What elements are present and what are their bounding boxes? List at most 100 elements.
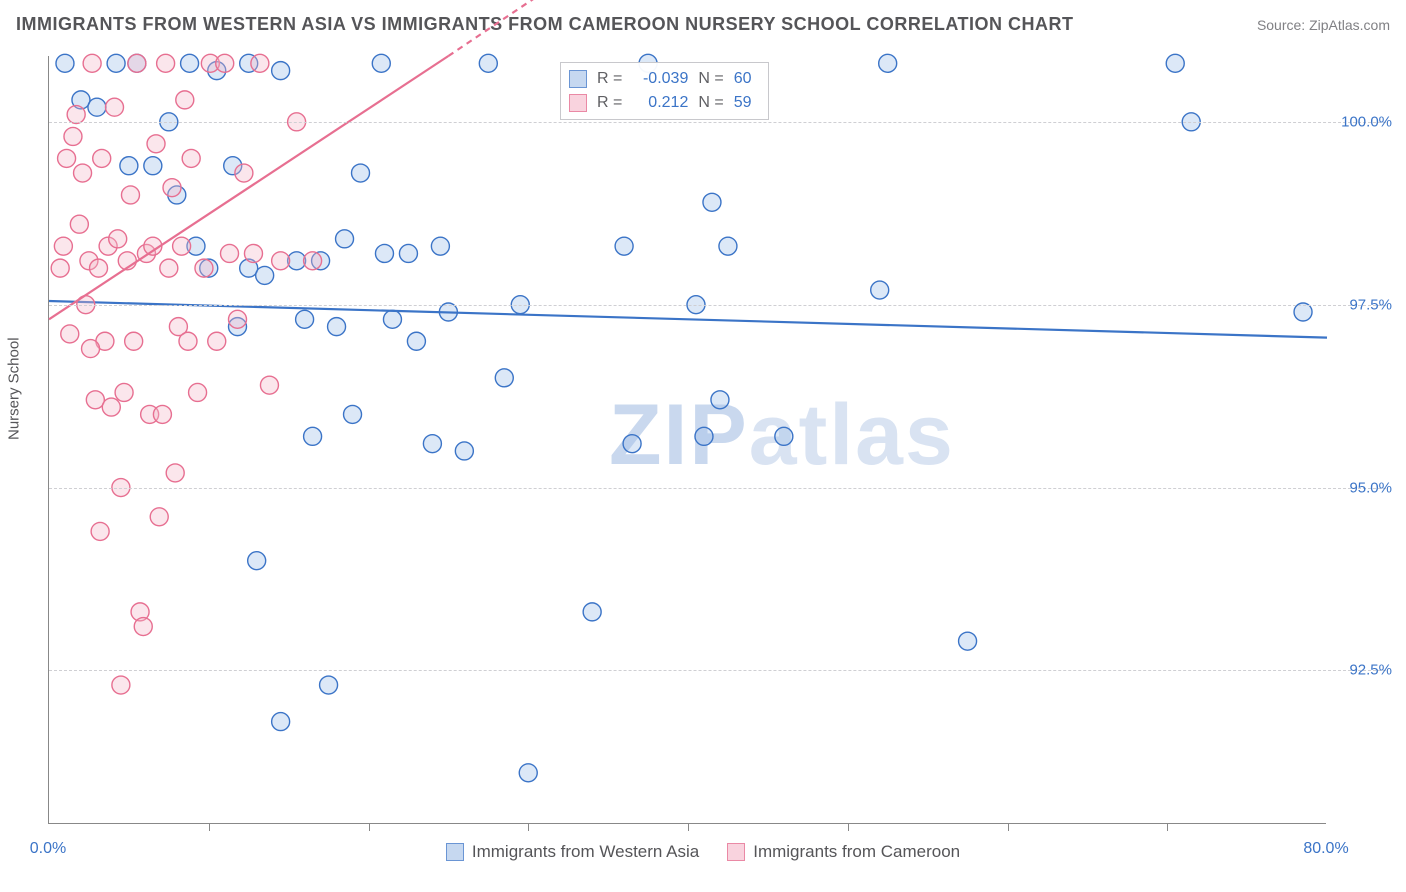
gridline-h	[49, 488, 1386, 489]
chart-title: IMMIGRANTS FROM WESTERN ASIA VS IMMIGRAN…	[16, 14, 1074, 35]
legend-bottom: Immigrants from Western Asia Immigrants f…	[0, 842, 1406, 862]
data-point	[93, 149, 111, 167]
data-point	[320, 676, 338, 694]
x-tick	[688, 823, 689, 831]
gridline-h	[49, 122, 1386, 123]
data-point	[181, 54, 199, 72]
data-point	[82, 340, 100, 358]
data-point	[74, 164, 92, 182]
data-point	[519, 764, 537, 782]
data-point	[91, 522, 109, 540]
data-point	[109, 230, 127, 248]
legend-label: Immigrants from Western Asia	[472, 842, 699, 862]
data-point	[58, 149, 76, 167]
data-point	[431, 237, 449, 255]
stats-swatch	[569, 94, 587, 112]
data-point	[51, 259, 69, 277]
data-point	[775, 427, 793, 445]
data-point	[125, 332, 143, 350]
data-point	[208, 332, 226, 350]
data-point	[54, 237, 72, 255]
data-point	[83, 54, 101, 72]
stats-swatch	[569, 70, 587, 88]
y-tick-label: 100.0%	[1332, 113, 1392, 130]
data-point	[235, 164, 253, 182]
stats-r-label: R =	[597, 67, 622, 91]
data-point	[195, 259, 213, 277]
data-point	[221, 244, 239, 262]
data-point	[399, 244, 417, 262]
trend-line	[49, 56, 448, 319]
data-point	[695, 427, 713, 445]
data-point	[251, 54, 269, 72]
x-tick	[1167, 823, 1168, 831]
data-point	[455, 442, 473, 460]
y-tick-label: 95.0%	[1332, 479, 1392, 496]
scatter-svg	[49, 56, 1326, 823]
stats-row: R =0.212N =59	[569, 91, 760, 115]
data-point	[372, 54, 390, 72]
data-point	[304, 252, 322, 270]
plot-area: ZIPatlas 92.5%95.0%97.5%100.0%	[48, 56, 1326, 824]
data-point	[90, 259, 108, 277]
data-point	[229, 310, 247, 328]
data-point	[112, 676, 130, 694]
data-point	[179, 332, 197, 350]
data-point	[120, 157, 138, 175]
data-point	[304, 427, 322, 445]
data-point	[134, 618, 152, 636]
data-point	[703, 193, 721, 211]
data-point	[344, 405, 362, 423]
legend-swatch	[446, 843, 464, 861]
data-point	[102, 398, 120, 416]
x-tick	[369, 823, 370, 831]
data-point	[296, 310, 314, 328]
data-point	[272, 713, 290, 731]
data-point	[244, 244, 262, 262]
data-point	[423, 435, 441, 453]
data-point	[407, 332, 425, 350]
data-point	[70, 215, 88, 233]
data-point	[153, 405, 171, 423]
gridline-h	[49, 305, 1386, 306]
data-point	[163, 179, 181, 197]
data-point	[583, 603, 601, 621]
gridline-h	[49, 670, 1386, 671]
data-point	[56, 54, 74, 72]
data-point	[248, 552, 266, 570]
x-tick	[848, 823, 849, 831]
data-point	[272, 62, 290, 80]
x-tick	[528, 823, 529, 831]
data-point	[166, 464, 184, 482]
legend-swatch	[727, 843, 745, 861]
source-label: Source: ZipAtlas.com	[1257, 17, 1390, 33]
data-point	[128, 54, 146, 72]
data-point	[623, 435, 641, 453]
data-point	[88, 98, 106, 116]
data-point	[336, 230, 354, 248]
data-point	[719, 237, 737, 255]
legend-item: Immigrants from Cameroon	[727, 842, 960, 862]
stats-row: R =-0.039N =60	[569, 67, 760, 91]
data-point	[160, 259, 178, 277]
data-point	[182, 149, 200, 167]
data-point	[157, 54, 175, 72]
data-point	[121, 186, 139, 204]
data-point	[105, 98, 123, 116]
data-point	[495, 369, 513, 387]
data-point	[176, 91, 194, 109]
data-point	[479, 54, 497, 72]
data-point	[67, 106, 85, 124]
legend-item: Immigrants from Western Asia	[446, 842, 699, 862]
data-point	[711, 391, 729, 409]
data-point	[189, 383, 207, 401]
data-point	[328, 318, 346, 336]
data-point	[256, 266, 274, 284]
data-point	[216, 54, 234, 72]
legend-label: Immigrants from Cameroon	[753, 842, 960, 862]
data-point	[61, 325, 79, 343]
data-point	[615, 237, 633, 255]
data-point	[173, 237, 191, 255]
data-point	[871, 281, 889, 299]
data-point	[272, 252, 290, 270]
